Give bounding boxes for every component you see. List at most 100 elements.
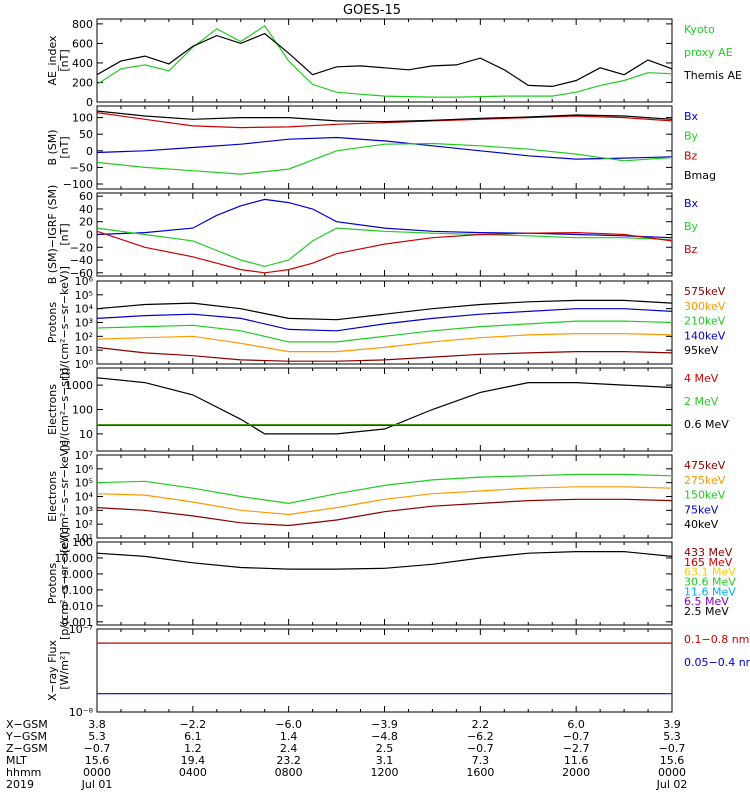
- x-axis-value: 1600: [466, 766, 494, 779]
- x-axis-value: 3.1: [376, 754, 394, 767]
- y-tick-label: 100: [72, 404, 93, 417]
- legend-entry: 0.6 MeV: [684, 418, 729, 431]
- legend-entry: 6.5 MeV: [684, 595, 729, 608]
- x-axis-value: −4.8: [371, 730, 398, 743]
- y-tick-label: 10: [79, 428, 93, 441]
- x-axis-value: −2.2: [179, 718, 206, 731]
- y-tick-label: 10⁵: [75, 289, 93, 302]
- series-line: [96, 299, 673, 321]
- x-axis-value: 5.3: [88, 730, 106, 743]
- y-axis-label: Protons: [46, 302, 59, 343]
- y-axis-label: [p/(cm²−s−sr−keV)]: [58, 527, 71, 640]
- y-tick-label: 1.000: [62, 568, 94, 581]
- legend-entry: 475keV: [684, 459, 726, 472]
- series-line: [96, 230, 673, 274]
- series-line: [96, 142, 673, 175]
- series-line: [96, 320, 673, 343]
- legend-entry: 165 MeV: [684, 556, 733, 569]
- protons_high-frame: [96, 541, 673, 626]
- x-axis-row-label: hhmm: [6, 766, 41, 779]
- series-line: [96, 473, 673, 505]
- legend-entry: 40keV: [684, 518, 719, 531]
- series-line: [96, 498, 673, 527]
- x-axis-value: 0400: [179, 766, 207, 779]
- x-axis-row-label: X−GSM: [6, 718, 48, 731]
- x-axis-value: 1.4: [280, 730, 298, 743]
- legend-entry: 140keV: [684, 329, 726, 342]
- series-line: [96, 551, 673, 570]
- y-tick-label: 10⁻⁸: [69, 706, 94, 719]
- y-tick-label: 10¹: [75, 532, 93, 545]
- x-axis-value: 1.2: [184, 742, 202, 755]
- legend-entry: 150keV: [684, 489, 726, 502]
- legend-entry: Themis AE: [683, 69, 742, 82]
- y-axis-label: [W/m²]: [58, 651, 71, 689]
- y-axis-label: [e/(cm²−s−sr−keV)]: [58, 440, 71, 553]
- legend-entry: 575keV: [684, 285, 726, 298]
- y-tick-label: 60: [79, 190, 93, 203]
- y-tick-label: 10⁻⁷: [69, 623, 93, 636]
- y-tick-label: 20: [79, 216, 93, 229]
- series-line: [96, 198, 673, 239]
- y-axis-label: B (SM)−IGRF (SM): [46, 185, 59, 285]
- y-tick-label: 600: [72, 37, 93, 50]
- protons_high-panel: 0.001 0.010 0.100 1.000 10.000 100 Protons [p/(…: [46, 527, 736, 640]
- y-axis-label: [nT]: [58, 223, 71, 245]
- y-tick-label: 10⁶: [75, 463, 94, 476]
- legend-entry: By: [684, 220, 699, 233]
- y-tick-label: 10.000: [55, 552, 94, 565]
- series-line: [96, 308, 673, 332]
- xray-frame: [96, 628, 673, 713]
- y-tick-label: −40: [70, 254, 93, 267]
- series-line: [96, 136, 673, 160]
- series-line: [96, 112, 673, 129]
- x-axis-value: −6.0: [275, 718, 302, 731]
- y-tick-label: −100: [63, 178, 93, 191]
- x-axis-value: 23.2: [276, 754, 301, 767]
- y-axis-label: X−ray Flux: [46, 640, 59, 701]
- legend-entry: 30.6 MeV: [684, 576, 736, 589]
- x-axis-value: 0800: [275, 766, 303, 779]
- x-axis-value: 0000: [658, 766, 686, 779]
- x-axis-value: 6.1: [184, 730, 202, 743]
- series-line: [96, 24, 673, 98]
- y-tick-label: 10²: [75, 518, 93, 531]
- series-line: [96, 227, 673, 268]
- y-tick-label: 10⁷: [75, 449, 93, 462]
- y-tick-label: 10⁶: [75, 275, 94, 288]
- legend-entry: 300keV: [684, 300, 726, 313]
- y-tick-label: 10⁴: [75, 491, 94, 504]
- y-tick-label: 40: [79, 203, 93, 216]
- legend-entry: 433 MeV: [684, 546, 733, 559]
- y-tick-label: 0: [86, 229, 93, 242]
- x-axis-row-label: MLT: [6, 754, 27, 767]
- y-tick-label: 10¹: [75, 344, 93, 357]
- y-tick-label: −50: [70, 161, 93, 174]
- y-tick-label: 100: [72, 112, 93, 125]
- y-axis-label: Protons: [46, 563, 59, 604]
- y-tick-label: 10²: [75, 330, 93, 343]
- y-axis-label: [p/(cm²−s−sr−keV)]: [58, 266, 71, 379]
- x-axis-value: 2.4: [280, 742, 298, 755]
- legend-entry: 4 MeV: [684, 372, 719, 385]
- legend-entry: Bz: [684, 243, 698, 256]
- y-tick-label: 800: [72, 18, 93, 31]
- x-axis-value: 5.3: [663, 730, 681, 743]
- y-tick-label: 0: [86, 145, 93, 158]
- x-axis-value: 15.6: [660, 754, 685, 767]
- legend-entry: 0.1−0.8 nm: [684, 633, 749, 646]
- bsm-panel: −100 −50 0 50 100 B (SM) [nT] Bx By Bz Bmag: [46, 105, 716, 191]
- x-axis-value: 2000: [562, 766, 590, 779]
- legend-entry: 75keV: [684, 503, 719, 516]
- legend-entry: Bx: [684, 110, 699, 123]
- legend-entry: 11.6 MeV: [684, 585, 736, 598]
- x-axis-value: −2.7: [563, 742, 590, 755]
- x-axis-value: 1200: [371, 766, 399, 779]
- legend-entry: By: [684, 130, 699, 143]
- y-tick-label: 0.100: [62, 584, 94, 597]
- x-axis-value: −0.7: [563, 730, 590, 743]
